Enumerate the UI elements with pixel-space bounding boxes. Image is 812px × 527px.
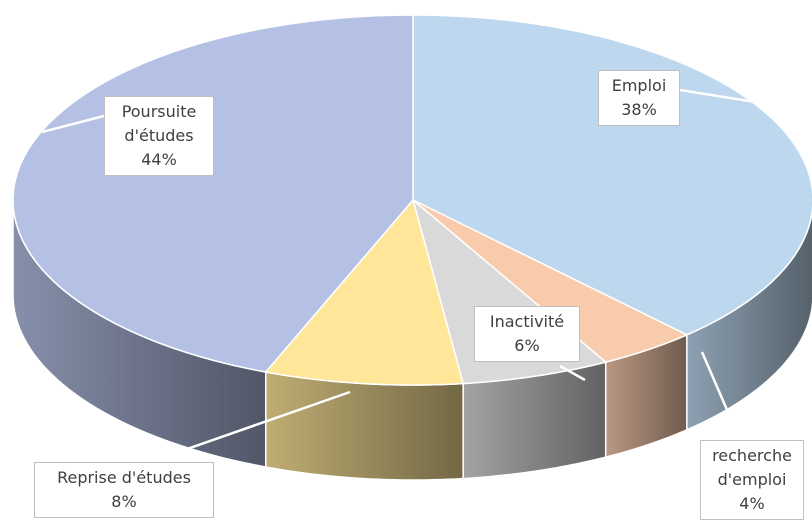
data-label: recherche d'emploi 4% [700,440,804,520]
label-value: 38% [621,100,657,119]
label-value: 8% [111,492,137,511]
data-label: Reprise d'études 8% [34,462,214,518]
pie-slice [264,198,465,481]
pie-slice [412,199,689,459]
label-value: 44% [141,150,177,169]
slice-top [412,199,689,363]
slice-side [265,371,464,481]
label-category: Poursuite d'études [121,102,197,145]
data-label: Emploi 38% [598,70,680,126]
label-category: Emploi [611,76,667,95]
label-value: 4% [739,494,765,513]
leader-line [679,88,756,104]
data-label: Poursuite d'études 44% [104,96,214,176]
label-value: 6% [514,336,540,355]
label-category: recherche d'emploi [712,446,792,489]
slice-top [264,198,465,386]
leader-line [700,351,742,441]
label-category: Inactivité [489,312,565,331]
leader-line [41,114,105,134]
leader-line [149,390,351,464]
data-label: Inactivité 6% [474,306,580,362]
label-category: Reprise d'études [57,468,191,487]
leader-line [559,364,586,382]
